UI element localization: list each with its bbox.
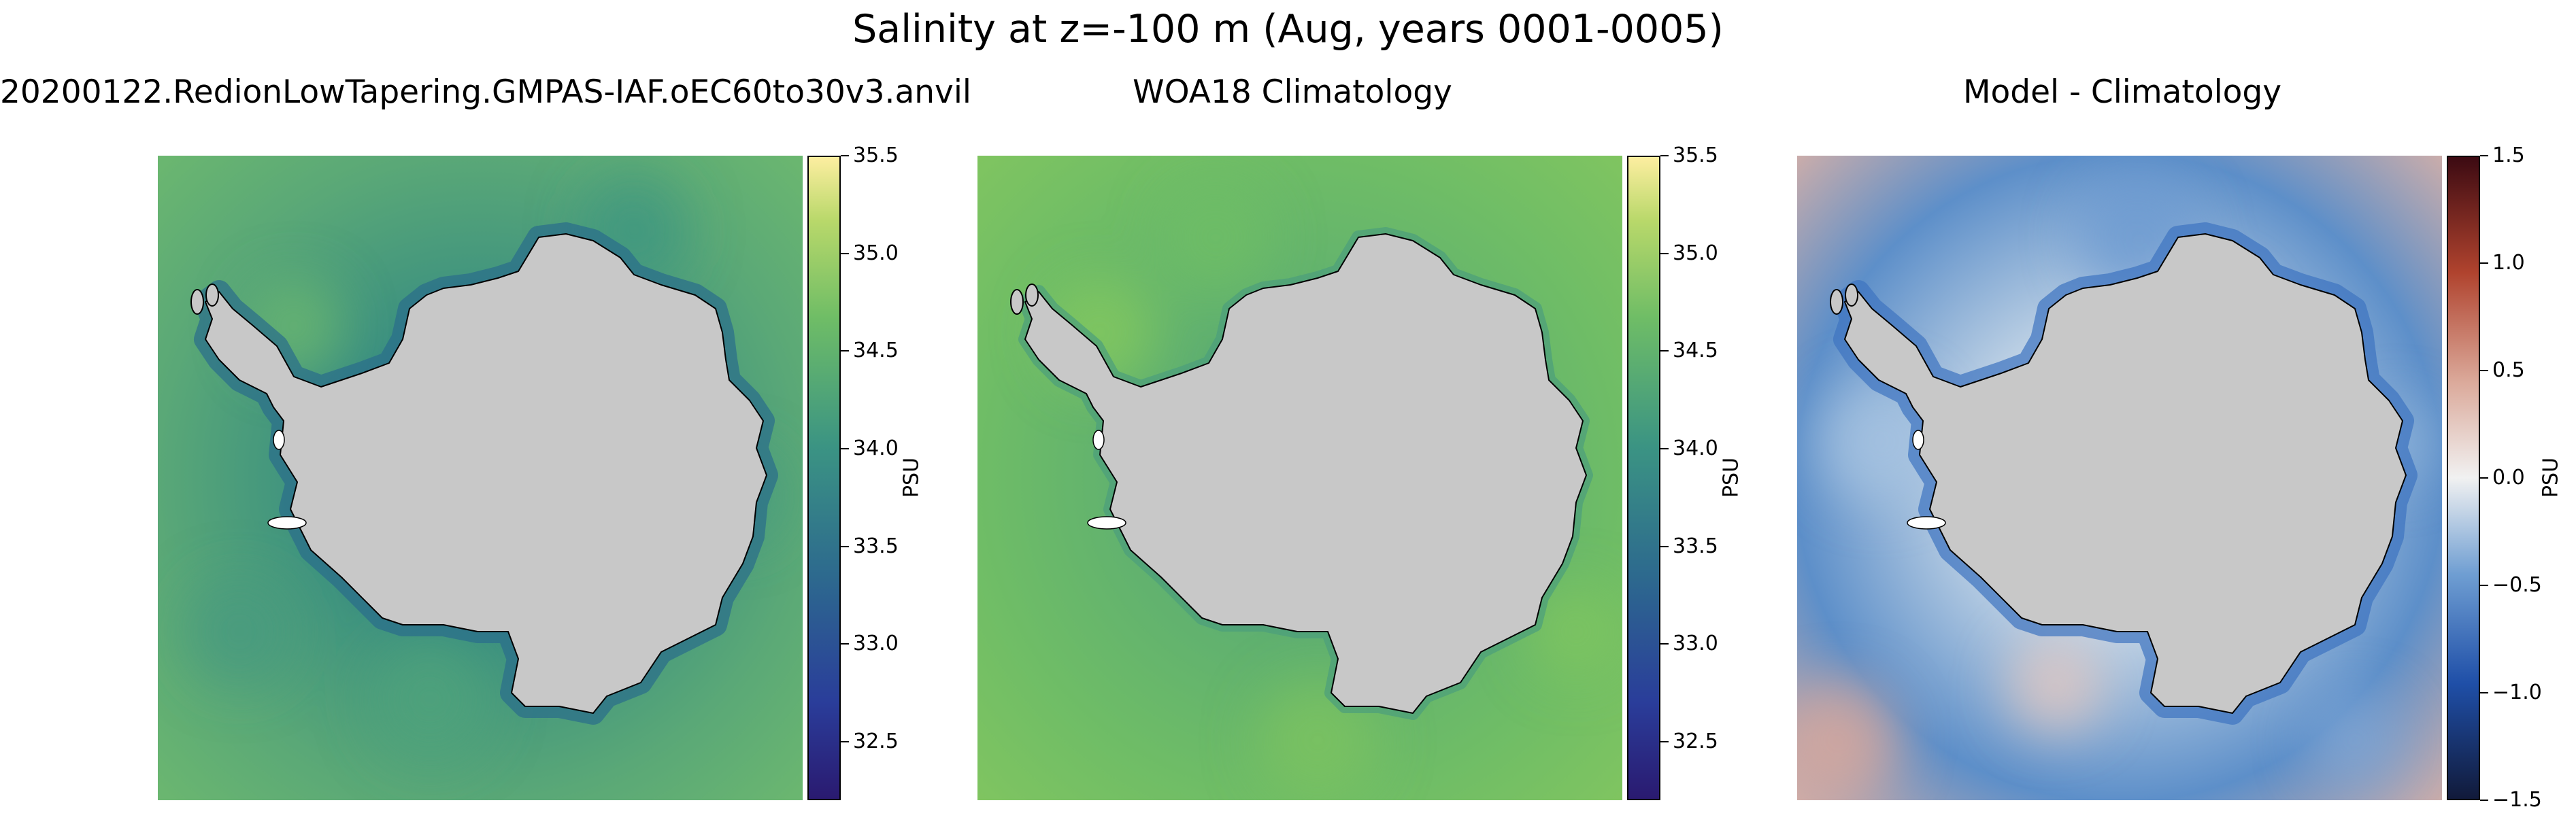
ice-shelf xyxy=(1087,516,1126,530)
colorbar-tick-label: 32.5 xyxy=(853,729,899,753)
colorbar-tick-label: 0.0 xyxy=(2492,466,2525,490)
colorbar-tick-mark xyxy=(2480,692,2488,693)
colorbar-tick-label: 32.5 xyxy=(1673,729,1718,753)
colorbar-tick-mark xyxy=(841,643,849,645)
antarctica-landmass xyxy=(1844,233,2407,714)
ice-shelf xyxy=(1092,430,1105,450)
panel-3-title: Model - Climatology xyxy=(1962,73,2282,111)
colorbar-tick-label: 33.5 xyxy=(1673,534,1718,558)
island xyxy=(1010,289,1024,315)
colorbar-tick-mark xyxy=(2480,262,2488,264)
colorbar-tick-label: 34.0 xyxy=(853,436,899,460)
colorbar-tick-mark xyxy=(2480,370,2488,371)
map-canvas xyxy=(977,156,1622,800)
colorbar-tick-mark xyxy=(841,252,849,254)
colorbar-tick-mark xyxy=(2480,155,2488,156)
colorbar-tick-label: 1.5 xyxy=(2492,143,2525,167)
colorbar-tick-mark xyxy=(1660,643,1669,645)
colorbar-tick-label: 33.0 xyxy=(853,632,899,656)
panel-2-title: WOA18 Climatology xyxy=(1133,73,1452,111)
colorbar-tick-mark xyxy=(1660,155,1669,156)
ice-shelf xyxy=(1912,430,1924,450)
map-canvas xyxy=(158,156,803,800)
colorbar-ticks-model: 32.5 33.0 33.5 34.0 34.5 35.0 35.5 xyxy=(841,143,909,800)
island xyxy=(1845,284,1858,307)
colorbar-tick-mark xyxy=(2480,585,2488,586)
colorbar-tick-label: 0.5 xyxy=(2492,358,2525,382)
colorbar-label-climatology: PSU xyxy=(1719,457,1743,498)
colorbar-label-bias: PSU xyxy=(2539,457,2563,498)
colorbar-tick-label: −1.5 xyxy=(2492,788,2542,812)
ice-shelf xyxy=(1907,516,1946,530)
colorbar-tick-mark xyxy=(1660,545,1669,547)
colorbar-tick-label: 34.5 xyxy=(1673,339,1718,363)
ice-shelf xyxy=(273,430,285,450)
colorbar-tick-mark xyxy=(1660,447,1669,449)
colorbar-tick-label: 1.0 xyxy=(2492,251,2525,275)
colorbar-tick-label: 35.5 xyxy=(853,143,899,167)
figure-title: Salinity at z=-100 m (Aug, years 0001-00… xyxy=(852,7,1724,52)
colorbar-tick-mark xyxy=(2480,477,2488,479)
antarctica-landmass xyxy=(1024,233,1587,714)
panel-1-title: 20200122.RedionLowTapering.GMPAS-IAF.oEC… xyxy=(0,73,971,111)
colorbar-tick-mark xyxy=(1660,252,1669,254)
colorbar-model xyxy=(807,156,841,800)
colorbar-ticks-climatology: 32.5 33.0 33.5 34.0 34.5 35.0 35.5 xyxy=(1660,143,1728,800)
colorbar-tick-label: 34.0 xyxy=(1673,436,1718,460)
colorbar-tick-mark xyxy=(841,350,849,352)
colorbar-tick-mark xyxy=(841,155,849,156)
colorbar-tick-label: −1.0 xyxy=(2492,681,2542,704)
colorbar-tick-mark xyxy=(1660,350,1669,352)
salinity-bias-map xyxy=(1797,156,2442,800)
antarctica-landmass xyxy=(205,233,767,714)
colorbar-tick-mark xyxy=(2480,800,2488,801)
colorbar-tick-label: −0.5 xyxy=(2492,573,2542,597)
salinity-map-climatology xyxy=(977,156,1622,800)
colorbar-tick-mark xyxy=(1660,740,1669,742)
colorbar-bias xyxy=(2447,156,2480,800)
colorbar-tick-label: 33.5 xyxy=(853,534,899,558)
map-canvas xyxy=(1797,156,2442,800)
colorbar-tick-label: 34.5 xyxy=(853,339,899,363)
island xyxy=(1830,289,1843,315)
ice-shelf xyxy=(267,516,307,530)
colorbar-tick-label: 33.0 xyxy=(1673,632,1718,656)
colorbar-tick-mark xyxy=(841,545,849,547)
colorbar-label-model: PSU xyxy=(899,457,924,498)
colorbar-tick-label: 35.0 xyxy=(1673,241,1718,265)
colorbar-tick-mark xyxy=(841,447,849,449)
island xyxy=(190,289,204,315)
salinity-map-model xyxy=(158,156,803,800)
colorbar-ticks-bias: −1.5 −1.0 −0.5 0.0 0.5 1.0 1.5 xyxy=(2480,143,2548,812)
colorbar-tick-label: 35.0 xyxy=(853,241,899,265)
island xyxy=(1025,284,1039,307)
colorbar-climatology xyxy=(1627,156,1660,800)
colorbar-tick-mark xyxy=(841,740,849,742)
colorbar-tick-label: 35.5 xyxy=(1673,143,1718,167)
island xyxy=(205,284,219,307)
